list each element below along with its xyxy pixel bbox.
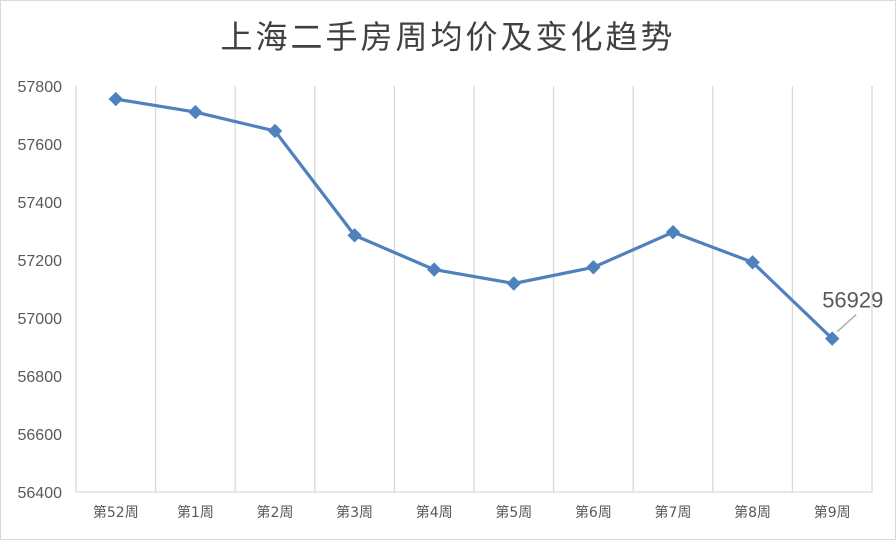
y-tick-label: 57400: [18, 195, 63, 212]
chart-title: 上海二手房周均价及变化趋势: [220, 18, 675, 56]
data-labels: 56929: [822, 288, 883, 333]
data-label: 56929: [822, 288, 883, 313]
series-line: [114, 97, 834, 341]
data-point: [824, 331, 840, 346]
x-tick-label: 第1周: [177, 504, 214, 521]
y-tick-label: 57200: [18, 253, 63, 270]
y-tick-label: 57000: [18, 311, 63, 328]
data-point: [506, 276, 522, 291]
x-tick-label: 第7周: [655, 504, 692, 521]
gridlines: [75, 86, 873, 493]
data-point: [108, 91, 124, 107]
x-tick-label: 第3周: [336, 504, 373, 521]
y-tick-label: 57800: [18, 79, 63, 96]
data-point: [347, 228, 362, 243]
data-point: [188, 104, 203, 120]
y-tick-label: 56400: [18, 485, 63, 502]
y-tick-label: 57600: [18, 137, 63, 154]
data-point: [267, 123, 283, 139]
x-tick-label: 第6周: [575, 504, 612, 521]
series-group: [108, 91, 840, 346]
y-tick-label: 56600: [18, 427, 63, 444]
data-point: [745, 255, 760, 270]
x-tick-label: 第5周: [495, 504, 532, 521]
x-axis: 第52周 第1周 第2周 第3周 第4周 第5周 第6周 第7周 第8周 第9周: [93, 504, 851, 521]
data-label-leader: [836, 314, 857, 333]
x-tick-label: 第2周: [257, 504, 294, 521]
data-point: [665, 224, 681, 240]
data-point: [426, 262, 442, 277]
y-tick-label: 56800: [18, 369, 63, 386]
y-axis: 56400 56600 56800 57000 57200 57400 57600 57800: [18, 79, 63, 502]
x-tick-label: 第8周: [734, 504, 771, 521]
x-tick-label: 第4周: [416, 504, 453, 521]
x-tick-label: 第9周: [814, 504, 851, 521]
data-point: [586, 260, 601, 275]
x-tick-label: 第52周: [93, 504, 139, 521]
